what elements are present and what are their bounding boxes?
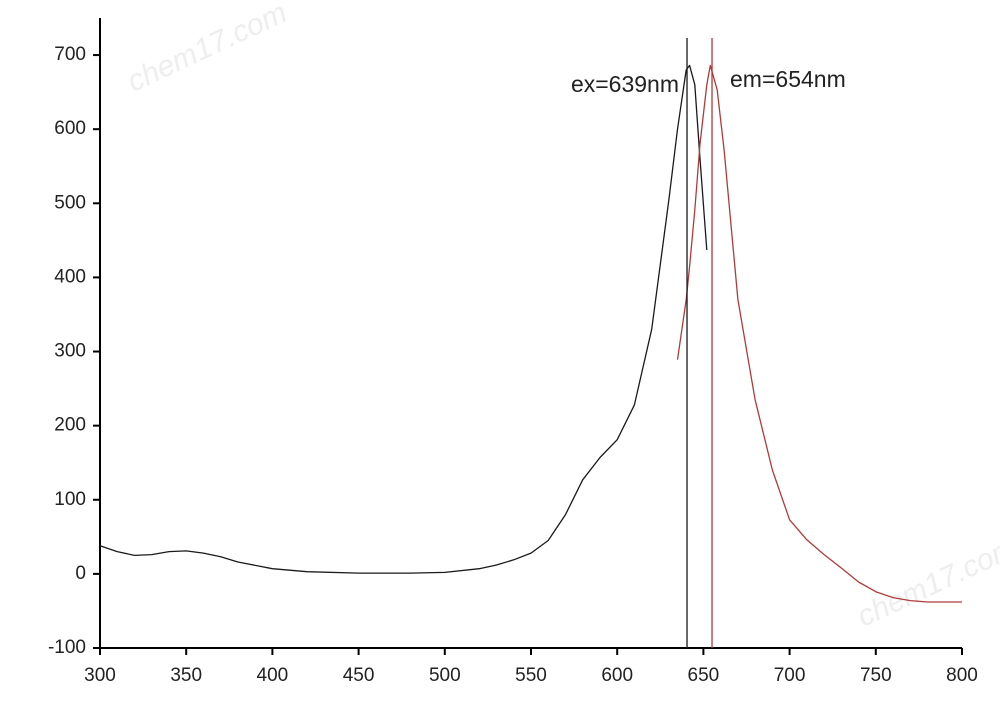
x-tick-label: 300 bbox=[84, 665, 116, 686]
x-tick-label: 450 bbox=[343, 665, 375, 686]
y-tick-label: -100 bbox=[48, 637, 86, 658]
x-tick-label: 600 bbox=[601, 665, 633, 686]
spectrum-line bbox=[99, 64, 708, 574]
peak-annotation: em=654nm bbox=[730, 66, 846, 92]
x-tick-label: 750 bbox=[860, 665, 892, 686]
y-tick-label: 600 bbox=[54, 118, 86, 139]
x-tick-label: 550 bbox=[515, 665, 547, 686]
x-tick-label: 350 bbox=[170, 665, 202, 686]
y-tick-label: 400 bbox=[54, 266, 86, 287]
watermark: chem17.com bbox=[122, 0, 292, 99]
y-tick-label: 500 bbox=[54, 192, 86, 213]
x-tick-label: 650 bbox=[688, 665, 720, 686]
watermark: chem17.com bbox=[852, 531, 1000, 633]
x-tick-label: 500 bbox=[429, 665, 461, 686]
y-tick-label: 300 bbox=[54, 341, 86, 362]
y-tick-label: 200 bbox=[54, 415, 86, 436]
x-tick-label: 800 bbox=[946, 665, 978, 686]
y-tick-label: 0 bbox=[75, 563, 86, 584]
y-tick-label: 700 bbox=[54, 44, 86, 65]
x-tick-label: 400 bbox=[257, 665, 289, 686]
y-tick-label: 100 bbox=[54, 489, 86, 510]
x-tick-label: 700 bbox=[774, 665, 806, 686]
spectrum-line bbox=[676, 64, 962, 603]
peak-annotation: ex=639nm bbox=[571, 71, 679, 97]
